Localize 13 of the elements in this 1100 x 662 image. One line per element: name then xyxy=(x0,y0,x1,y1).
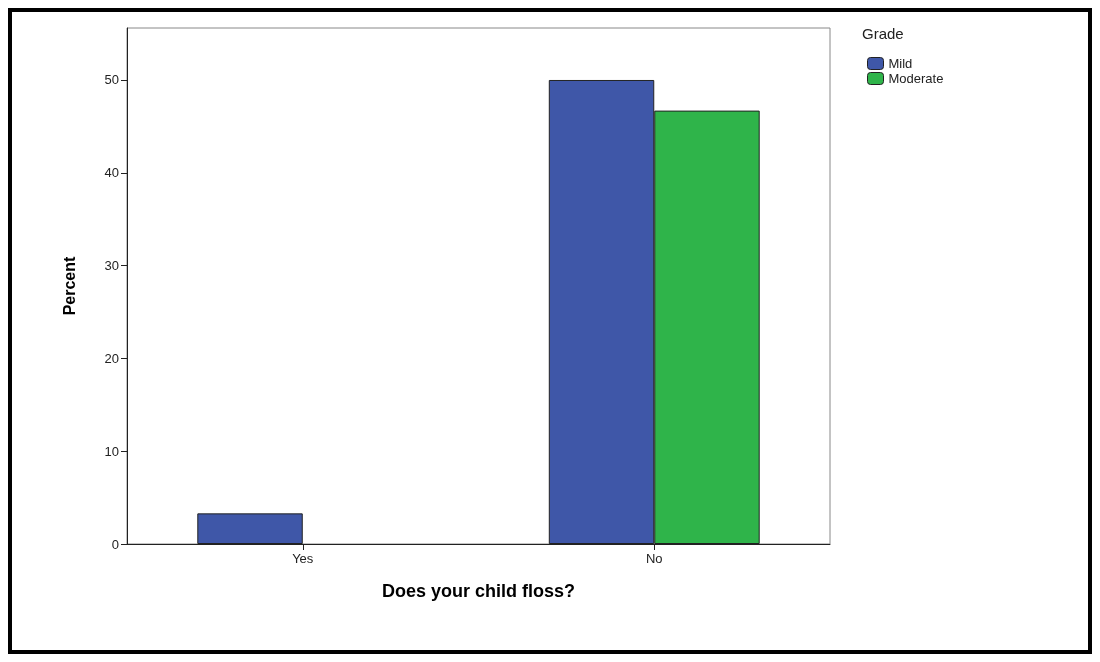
y-tick-label: 50 xyxy=(104,72,119,88)
legend-label: Mild xyxy=(888,56,913,71)
y-tick-label: 20 xyxy=(104,350,119,366)
y-tick-label: 0 xyxy=(111,536,119,552)
legend-title: Grade xyxy=(862,25,904,42)
y-tick-label: 30 xyxy=(104,258,119,274)
x-tick-label: No xyxy=(645,551,663,566)
y-axis-title: Percent xyxy=(60,255,78,316)
y-tick-label: 10 xyxy=(104,443,119,459)
legend-label: Moderate xyxy=(888,71,944,86)
x-axis-title: Does your child floss? xyxy=(381,581,576,601)
x-tick-label: Yes xyxy=(292,551,314,566)
y-tick-label: 40 xyxy=(104,165,119,181)
